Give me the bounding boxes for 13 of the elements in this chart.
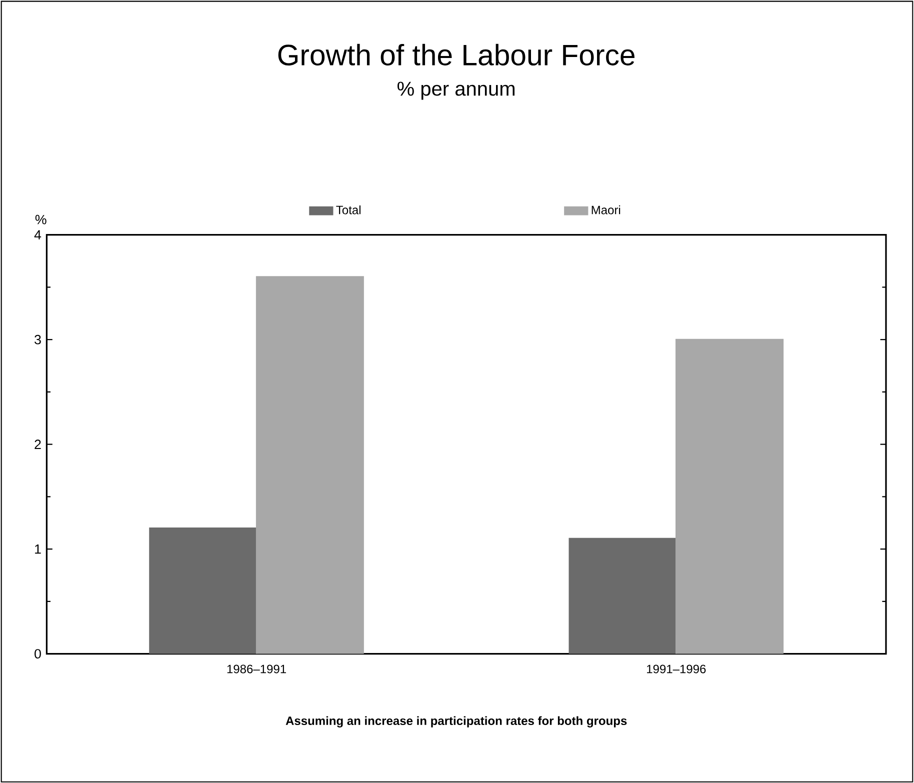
text: Assuming an increase in participation rates for both groups xyxy=(286,716,627,728)
y-tick-label: 2 xyxy=(34,440,41,449)
x-tick-label: 1986–1991 xyxy=(227,664,286,674)
y-tick-label: 0 xyxy=(34,648,41,658)
legend-label: Maori xyxy=(592,205,620,214)
chart-title: Growth of the Labour Force xyxy=(278,44,634,66)
y-axis-title: % xyxy=(35,214,46,224)
x-tick-label: 1991–1996 xyxy=(647,664,706,674)
chart-subtitle: % per annum xyxy=(398,82,514,100)
y-tick-label: 1 xyxy=(35,544,41,554)
y-tick-label: 3 xyxy=(34,334,41,344)
legend-label: Total xyxy=(336,205,360,214)
y-tick-label: 4 xyxy=(34,230,42,240)
